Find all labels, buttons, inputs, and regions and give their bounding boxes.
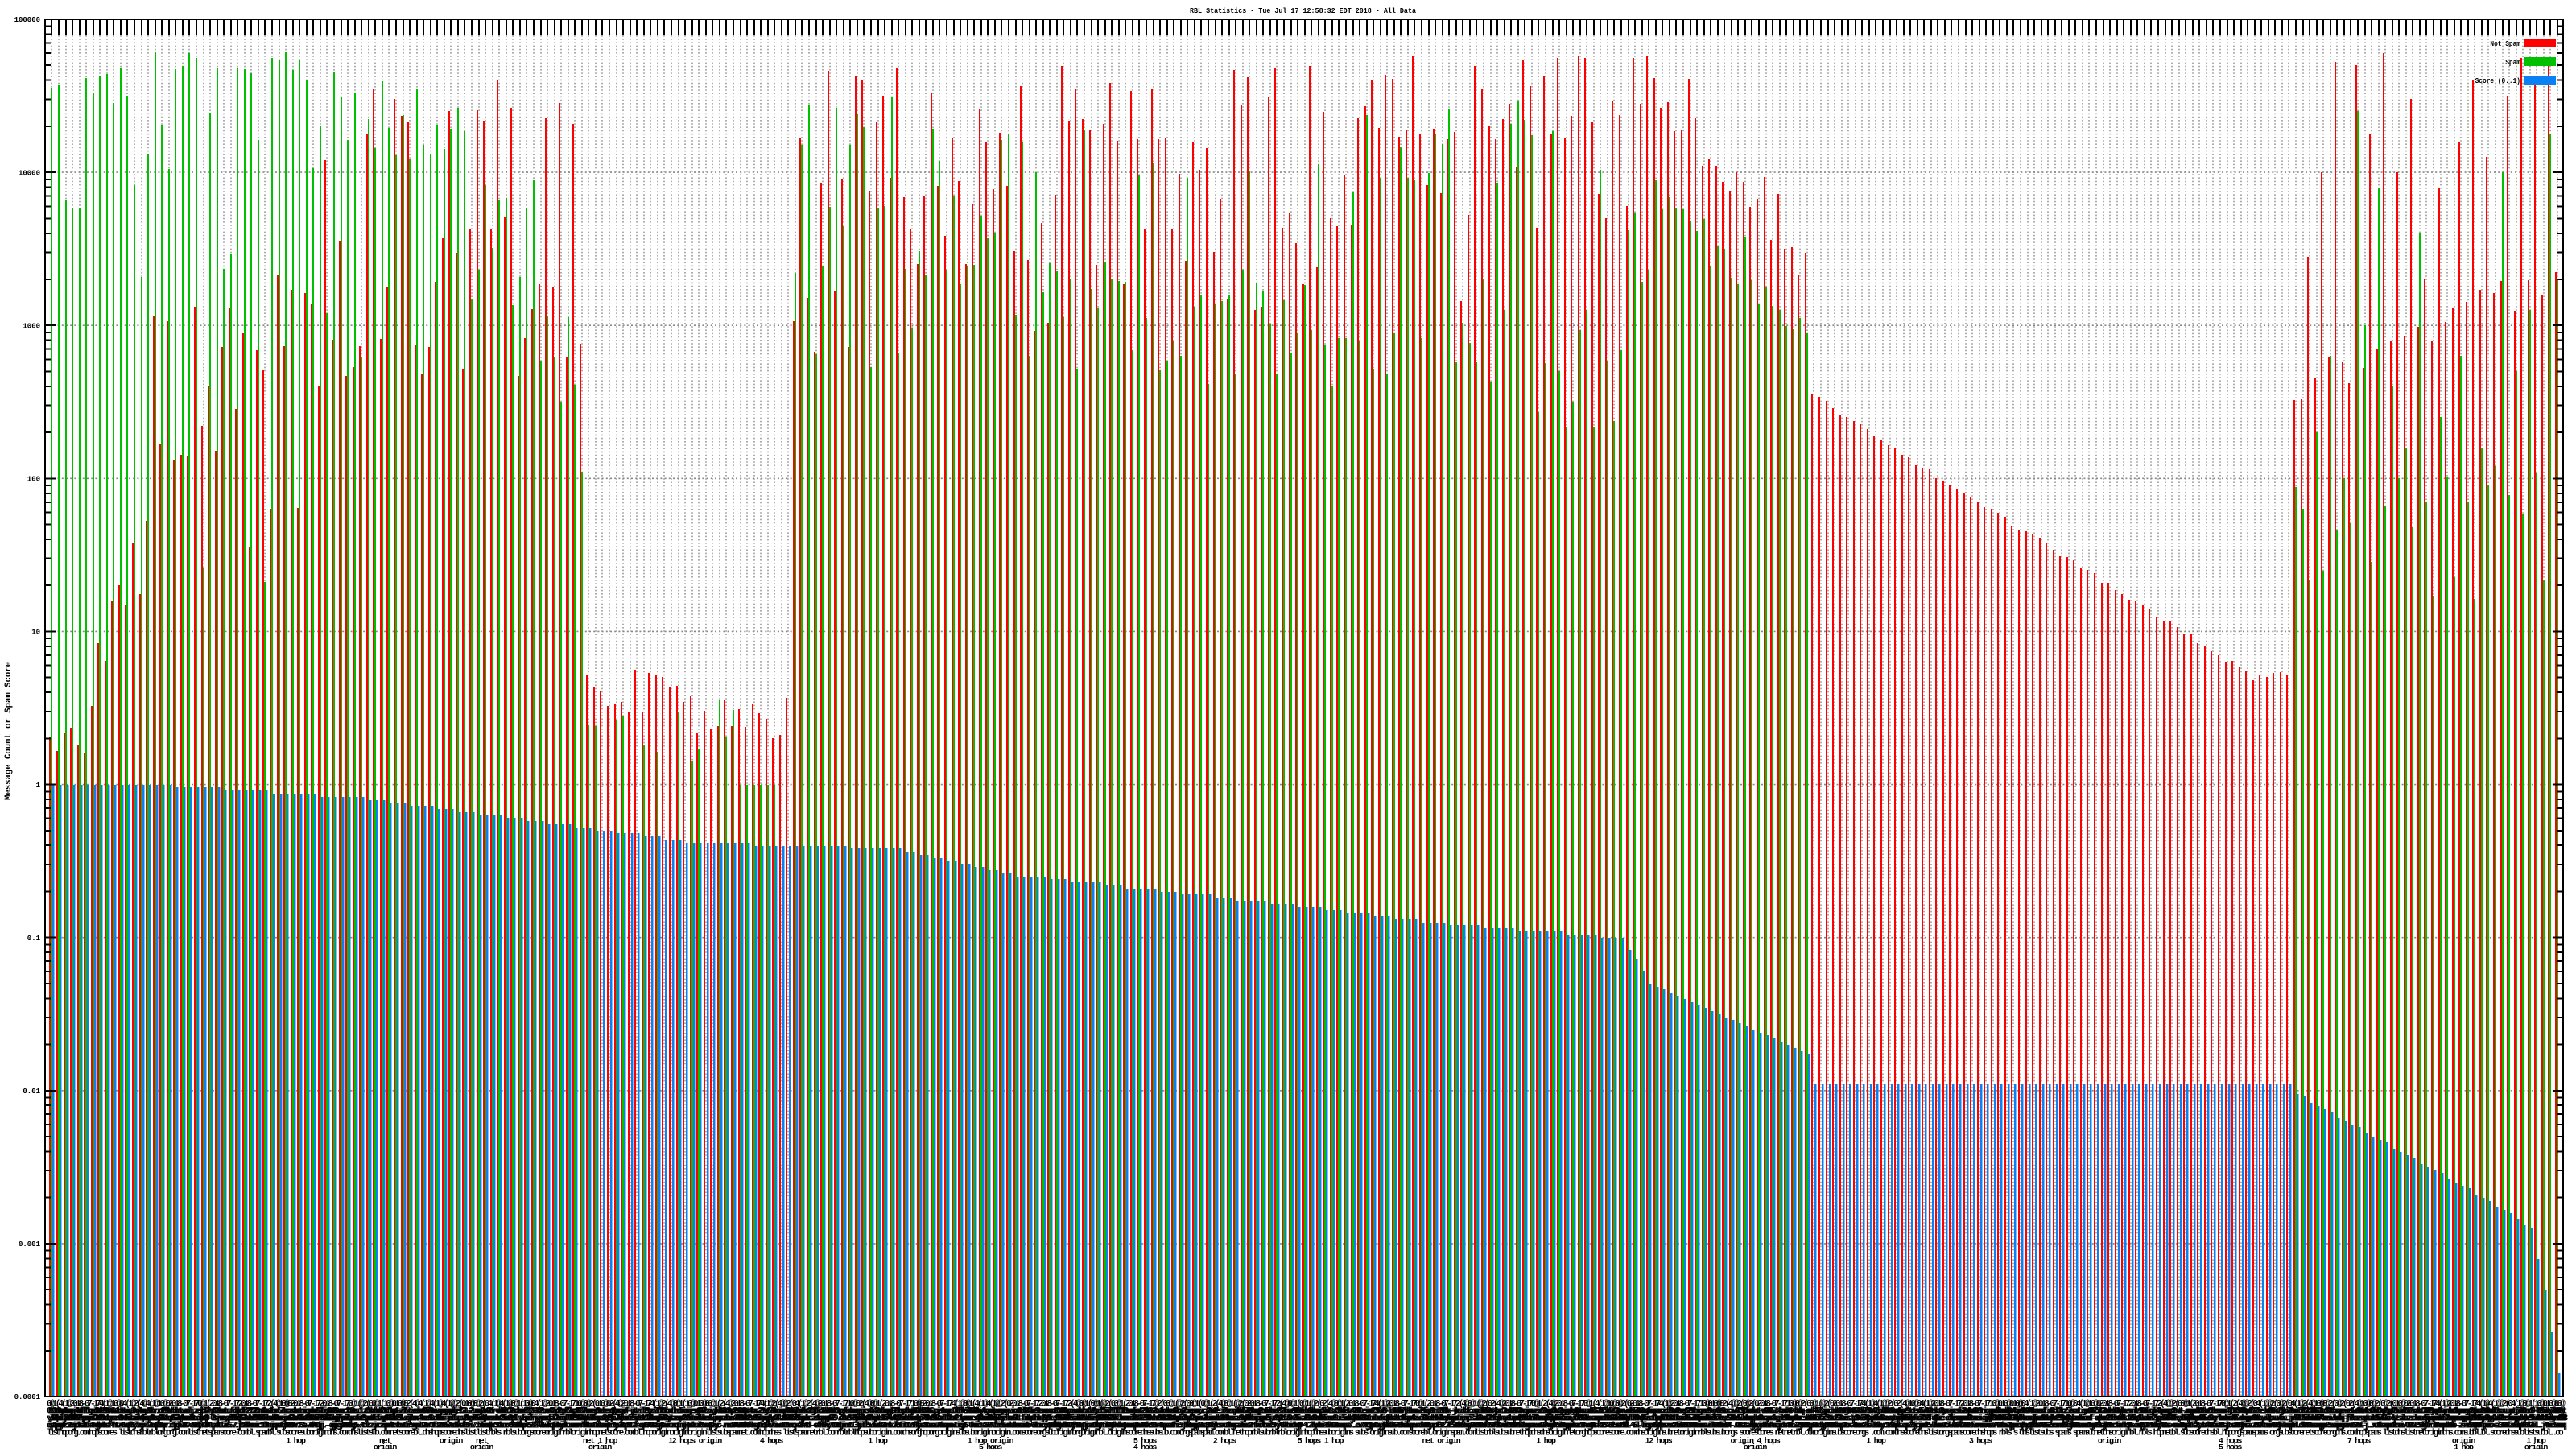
svg-text:Spam: Spam xyxy=(2505,58,2520,67)
svg-text:qstpgdz.95jdxa1fs4mgbnksf4htz4: qstpgdz.95jdxa1fs4mgbnksf4htz45qf8ylxyxl… xyxy=(48,1422,2567,1431)
svg-text:0@1(4(1@2018-07-174(1@10@04(1@: 0@1(4(1@2018-07-174(1@10@04(1@2(4@4(1@10… xyxy=(47,1400,2566,1410)
svg-text:12 hops origin: 12 hops origin xyxy=(668,1437,722,1447)
svg-text:0.1: 0.1 xyxy=(27,935,41,943)
svg-text:5 hops: 5 hops xyxy=(979,1443,1003,1450)
svg-text:1 hop: 1 hop xyxy=(1866,1437,1886,1447)
svg-text:listhoporg.comhopscores listdn: listhoporg.comhopscores listdnsrblrblorg… xyxy=(47,1429,2564,1439)
svg-text:1 hop: 1 hop xyxy=(2454,1443,2474,1450)
svg-text:yl84potj3d90097iypqnvf2xf8mdry: yl84potj3d90097iypqnvf2xf8mdrycem-9n4nvt… xyxy=(48,1414,2569,1424)
svg-text:3 hops: 3 hops xyxy=(1969,1437,1993,1447)
svg-text:origin: origin xyxy=(2098,1437,2122,1447)
svg-text:origin: origin xyxy=(374,1443,398,1450)
svg-text:net: net xyxy=(476,1438,488,1447)
svg-text:net: net xyxy=(379,1438,391,1447)
svg-text:0.01: 0.01 xyxy=(23,1088,40,1096)
svg-text:12 hops: 12 hops xyxy=(1645,1437,1673,1447)
svg-text:0.0001: 0.0001 xyxy=(14,1393,41,1401)
svg-text:2 hops: 2 hops xyxy=(1213,1437,1237,1447)
svg-text:100: 100 xyxy=(27,476,40,484)
svg-text:100000: 100000 xyxy=(14,16,40,24)
svg-text:origin: origin xyxy=(2524,1443,2549,1450)
svg-text:1 hop: 1 hop xyxy=(868,1437,888,1447)
svg-text:5 hops: 5 hops xyxy=(1133,1437,1158,1447)
svg-text:1000: 1000 xyxy=(23,322,40,330)
svg-text:origin: origin xyxy=(1744,1443,1768,1450)
svg-text:qstpgdz.95jdxa1fs4mgbnksf4htz4: qstpgdz.95jdxa1fs4mgbnksf4htz45qf8ylxyxl… xyxy=(47,1422,2566,1431)
svg-text:origin: origin xyxy=(588,1443,613,1450)
svg-text:Not Spam: Not Spam xyxy=(2490,39,2520,48)
svg-text:4 hops: 4 hops xyxy=(760,1437,784,1447)
svg-text:1: 1 xyxy=(36,782,41,790)
svg-text:1 hop origin: 1 hop origin xyxy=(968,1437,1014,1447)
svg-text:1 hop: 1 hop xyxy=(286,1437,306,1447)
svg-text:4 hops: 4 hops xyxy=(2219,1437,2243,1447)
svg-text:4 hops: 4 hops xyxy=(1133,1443,1158,1450)
svg-text:1 hop: 1 hop xyxy=(2526,1437,2546,1447)
svg-text:Message Count or Spam Score: Message Count or Spam Score xyxy=(4,662,14,800)
svg-text:net 1 hop: net 1 hop xyxy=(583,1437,618,1447)
svg-text:1 hop: 1 hop xyxy=(1536,1437,1556,1447)
svg-text:5 hops: 5 hops xyxy=(2219,1443,2243,1450)
svg-text:origin: origin xyxy=(470,1443,494,1450)
svg-text:7 hops: 7 hops xyxy=(2347,1437,2372,1447)
svg-text:origin: origin xyxy=(440,1437,464,1447)
svg-text:yl84potj3d90097iypqnvf2xf8mdry: yl84potj3d90097iypqnvf2xf8mdrycem-9n4nvt… xyxy=(47,1414,2567,1424)
svg-text:RBL Statistics - Tue Jul 17 12: RBL Statistics - Tue Jul 17 12:58:32 EDT… xyxy=(1190,6,1416,15)
svg-text:Score (0..1): Score (0..1) xyxy=(2475,76,2520,85)
svg-text:net origin: net origin xyxy=(1422,1437,1460,1447)
svg-text:5 hops 1 hop: 5 hops 1 hop xyxy=(1298,1437,1344,1447)
svg-text:origin 4 hops: origin 4 hops xyxy=(1730,1437,1780,1447)
svg-text:10000: 10000 xyxy=(19,169,40,177)
svg-text:origin: origin xyxy=(2452,1437,2476,1447)
svg-text:0v3z0gu1uqxj4efff1gxi9d-99vh0w: 0v3z0gu1uqxj4efff1gxi9d-99vh0w1dstwg.6nj… xyxy=(47,1407,2566,1417)
svg-text:0.001: 0.001 xyxy=(19,1240,41,1249)
svg-text:0v3z0gu1uqxj4efff1gxi9d-99vh0w: 0v3z0gu1uqxj4efff1gxi9d-99vh0w1dstwg.6nj… xyxy=(48,1407,2567,1417)
svg-text:10: 10 xyxy=(31,629,40,637)
